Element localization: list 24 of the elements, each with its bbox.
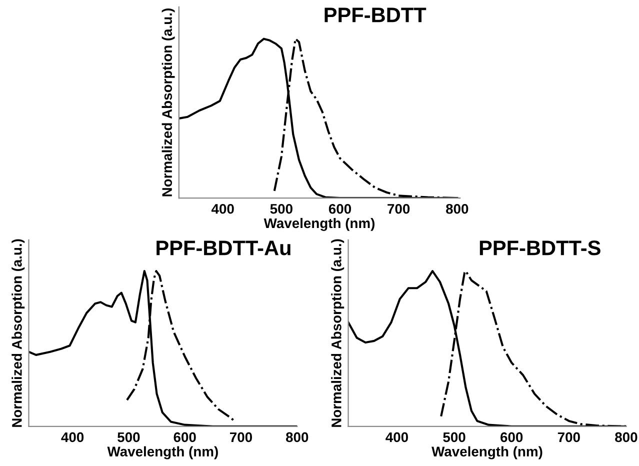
- chart-title: PPF-BDTT-S: [480, 240, 600, 256]
- x-tick-label: 400: [386, 432, 408, 442]
- x-tick-label: 500: [270, 204, 292, 214]
- x-tick-label: 500: [443, 432, 466, 442]
- x-axis-title: Wavelength (nm): [432, 446, 542, 460]
- chart-title: PPF-BDTT-Au: [156, 240, 290, 256]
- x-tick-label: 700: [230, 432, 252, 442]
- x-tick-label: 700: [388, 204, 410, 214]
- chart-title: PPF-BDTT: [324, 8, 426, 22]
- x-tick-label: 800: [286, 432, 308, 442]
- x-tick-label: 400: [211, 204, 234, 214]
- y-axis-title: Normalized Absorption (a.u.): [331, 239, 344, 427]
- y-axis-title: Normalized Absorption (a.u.): [12, 239, 25, 427]
- x-tick-label: 600: [328, 204, 352, 214]
- x-tick-label: 500: [118, 432, 140, 442]
- x-tick-label: 800: [615, 432, 638, 442]
- x-axis-title: Wavelength (nm): [107, 446, 218, 460]
- x-tick-label: 400: [61, 432, 84, 442]
- x-tick-label: 800: [446, 204, 468, 214]
- x-tick-label: 700: [558, 432, 580, 442]
- x-tick-label: 600: [500, 432, 523, 442]
- x-axis-title: Wavelength (nm): [264, 218, 374, 231]
- x-tick-label: 600: [174, 432, 196, 442]
- y-axis-title: Normalized Absorption (a.u.): [162, 8, 175, 196]
